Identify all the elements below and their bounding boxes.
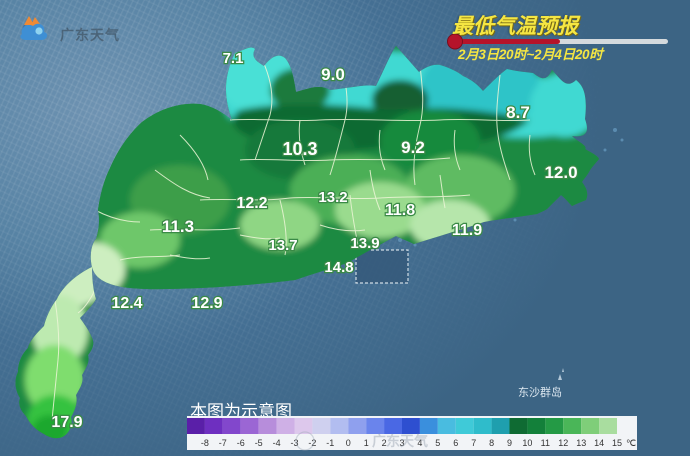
svg-text:10: 10 [522,438,532,448]
svg-text:9.2: 9.2 [401,138,425,157]
svg-text:12.0: 12.0 [544,163,577,182]
svg-text:13.9: 13.9 [350,235,379,252]
svg-text:-4: -4 [273,438,281,448]
svg-text:14.8: 14.8 [324,259,353,276]
svg-text:14: 14 [594,438,604,448]
svg-text:12.4: 12.4 [111,295,142,312]
svg-text:-8: -8 [201,438,209,448]
svg-text:6: 6 [453,438,458,448]
svg-text:13.2: 13.2 [318,189,347,206]
svg-text:1: 1 [364,438,369,448]
svg-text:-1: -1 [326,438,334,448]
svg-text:℃: ℃ [626,438,636,448]
svg-text:11: 11 [541,438,550,448]
svg-text:9: 9 [507,438,512,448]
svg-text:7.1: 7.1 [223,50,244,67]
svg-text:8: 8 [489,438,494,448]
svg-text:17.9: 17.9 [51,414,82,431]
svg-text:11.9: 11.9 [452,222,482,239]
svg-text:10.3: 10.3 [282,139,317,159]
svg-text:12: 12 [558,438,568,448]
svg-text:13: 13 [576,438,586,448]
svg-text:7: 7 [471,438,476,448]
svg-text:11.3: 11.3 [162,217,194,236]
svg-text:-7: -7 [219,438,227,448]
svg-text:0: 0 [346,438,351,448]
svg-text:-6: -6 [237,438,245,448]
svg-text:12.2: 12.2 [236,195,267,212]
svg-text:13.7: 13.7 [268,237,297,254]
svg-text:15: 15 [612,438,622,448]
svg-text:5: 5 [435,438,440,448]
svg-text:12.9: 12.9 [191,295,222,312]
svg-text:-5: -5 [255,438,263,448]
svg-text:11.8: 11.8 [385,202,415,219]
svg-text:8.7: 8.7 [506,103,530,122]
svg-text:广东天气: 广东天气 [372,433,428,449]
svg-text:9.0: 9.0 [321,65,345,84]
